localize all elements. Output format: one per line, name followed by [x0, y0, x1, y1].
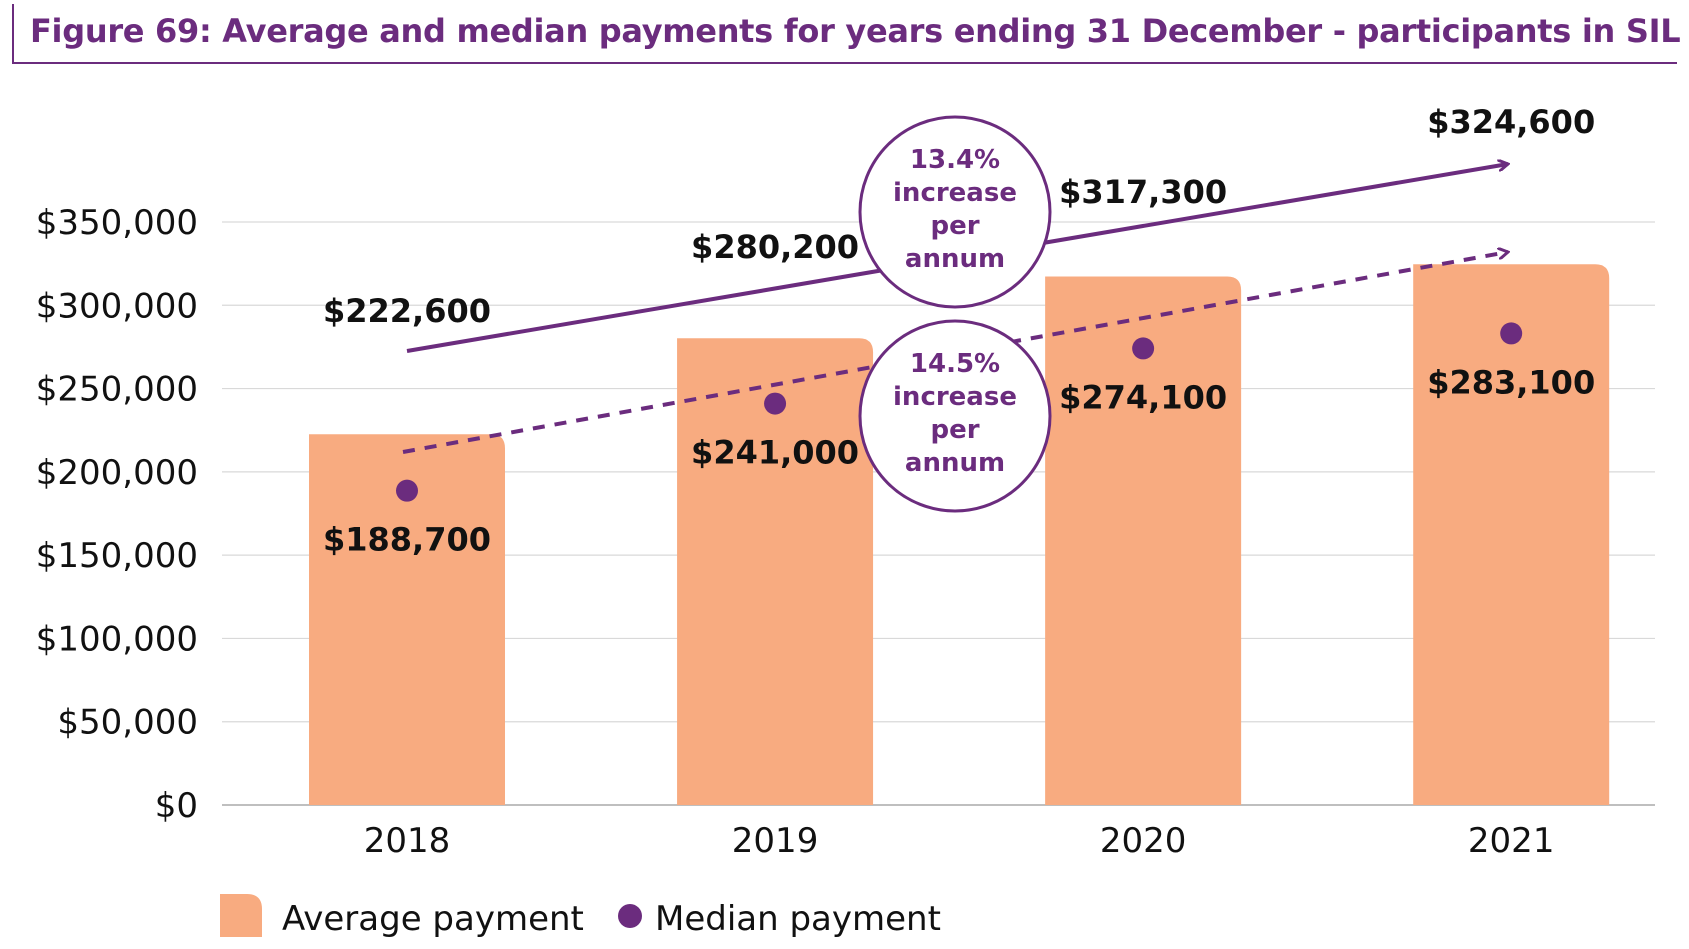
y-tick-label: $150,000 [36, 536, 198, 576]
callout-circle [858, 115, 1052, 309]
x-tick-label: 2018 [364, 821, 451, 861]
callout-circle [858, 319, 1052, 513]
x-tick-label: 2021 [1468, 821, 1555, 861]
average-value-label: $317,300 [1059, 173, 1227, 211]
average-value-label: $280,200 [691, 228, 859, 266]
y-tick-label: $0 [155, 786, 198, 826]
y-tick-label: $50,000 [57, 703, 198, 743]
average-bar [309, 434, 505, 805]
callout-text: annum [905, 244, 1005, 274]
callout-text: per [930, 211, 979, 241]
legend-marker-median [618, 904, 642, 928]
average-bar [677, 338, 874, 805]
average-value-label: $222,600 [323, 292, 491, 330]
x-tick-label: 2019 [732, 821, 819, 861]
callout-text: 14.5% [910, 349, 1000, 379]
median-point [1132, 337, 1155, 360]
y-tick-label: $350,000 [36, 203, 198, 243]
median-value-label: $283,100 [1427, 363, 1595, 401]
median-point [764, 392, 787, 415]
median-point [396, 479, 418, 502]
callout-text: increase [893, 382, 1017, 412]
average-value-label: $324,600 [1427, 103, 1595, 141]
callout-text: 13.4% [910, 145, 1000, 175]
y-tick-label: $300,000 [36, 286, 198, 326]
legend-label-median: Median payment [655, 899, 941, 939]
y-tick-label: $200,000 [36, 453, 198, 493]
median-point [1500, 322, 1523, 345]
y-tick-label: $250,000 [36, 370, 198, 410]
figure-title: Figure 69: Average and median payments f… [30, 12, 1681, 50]
callout-text: per [930, 415, 979, 445]
title-frame: Figure 69: Average and median payments f… [12, 4, 1681, 64]
x-tick-label: 2020 [1100, 821, 1187, 861]
callout-text: annum [905, 448, 1005, 478]
legend-label-average: Average payment [282, 899, 584, 939]
callout-text: increase [893, 178, 1017, 208]
legend-swatch-average [220, 894, 262, 937]
median-value-label: $241,000 [691, 434, 859, 472]
average-bar [1045, 276, 1242, 805]
average-bar [1413, 264, 1610, 805]
median-value-label: $188,700 [323, 521, 491, 559]
y-tick-label: $100,000 [36, 619, 198, 659]
median-value-label: $274,100 [1059, 378, 1227, 416]
